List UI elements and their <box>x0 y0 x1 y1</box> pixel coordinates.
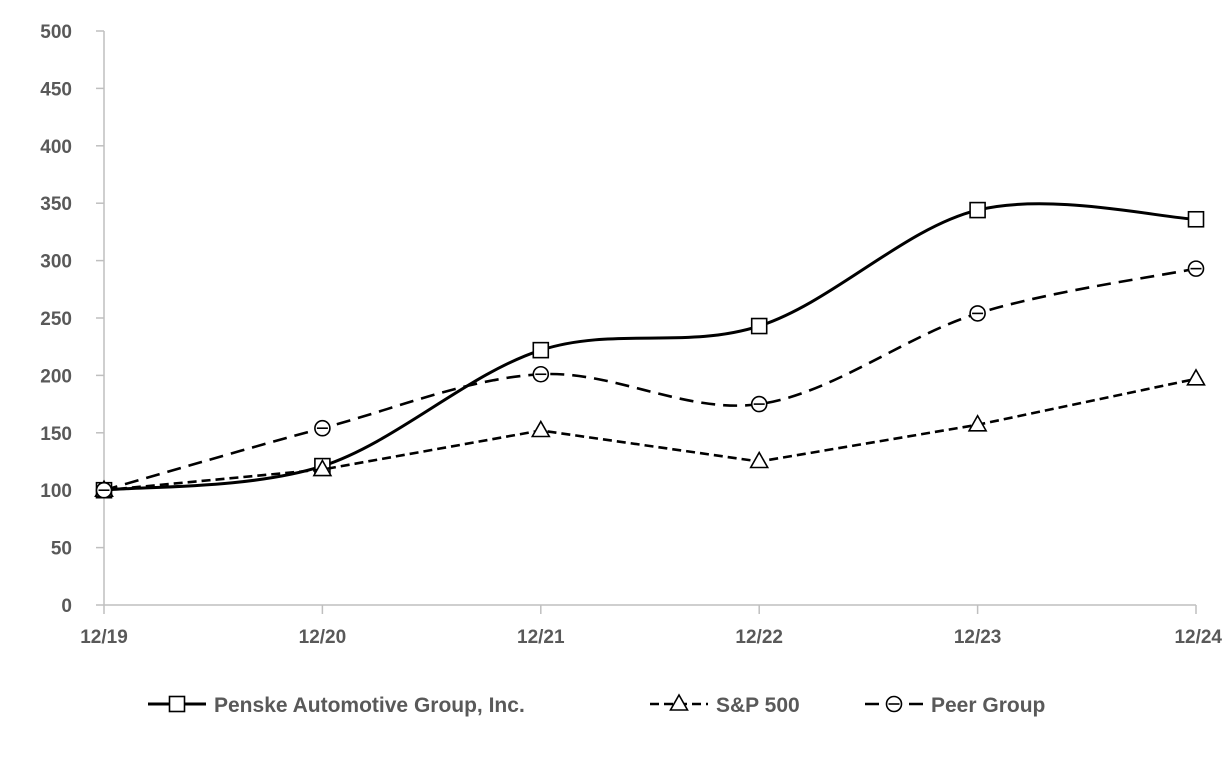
x-tick-label: 12/21 <box>517 627 565 648</box>
data-point-square <box>969 201 986 219</box>
data-point-triangle <box>749 450 770 469</box>
legend-entry: S&P 500 <box>650 693 800 717</box>
series-0 <box>95 201 1205 499</box>
data-point-square <box>1187 210 1205 228</box>
y-tick-label: 400 <box>40 137 72 158</box>
y-tick-label: 300 <box>40 252 72 273</box>
x-tick-label: 12/19 <box>80 627 128 648</box>
y-axis-ticks: 0 50 100 150 200 250 300 350 400 450 500 <box>40 22 104 617</box>
legend-marker-square <box>168 695 186 713</box>
series-line <box>103 377 1197 492</box>
legend-label: S&P 500 <box>716 694 800 717</box>
chart-axes <box>103 31 1196 606</box>
x-tick-label: 12/22 <box>735 627 783 648</box>
data-point-triangle <box>967 414 988 432</box>
legend: Penske Automotive Group, Inc. S&P 500 Peer… <box>148 693 1045 717</box>
series-2 <box>95 260 1205 499</box>
legend-marker-triangle <box>669 693 689 711</box>
y-tick-label: 100 <box>40 481 72 502</box>
y-tick-label: 500 <box>40 22 72 43</box>
data-point-square <box>532 341 550 359</box>
y-tick-label: 350 <box>40 194 72 215</box>
y-tick-label: 200 <box>40 366 72 387</box>
legend-label: Peer Group <box>931 694 1045 717</box>
legend-entry: Penske Automotive Group, Inc. <box>148 694 525 717</box>
legend-entry: Peer Group <box>865 694 1045 717</box>
data-point-triangle <box>530 419 551 438</box>
y-tick-label: 150 <box>40 424 72 445</box>
y-tick-label: 250 <box>40 309 72 330</box>
y-tick-label: 0 <box>61 596 72 617</box>
x-tick-label: 12/20 <box>299 627 347 648</box>
y-tick-label: 450 <box>40 79 72 100</box>
data-point-triangle <box>312 458 333 477</box>
legend-label: Penske Automotive Group, Inc. <box>214 694 525 717</box>
chart-series <box>94 201 1206 499</box>
data-point-triangle <box>1186 368 1206 386</box>
series-line <box>103 267 1197 492</box>
y-tick-label: 50 <box>51 539 72 560</box>
x-tick-label: 12/23 <box>954 627 1002 648</box>
x-tick-label: 12/24 <box>1174 627 1222 648</box>
data-point-square <box>750 317 768 335</box>
x-axis-ticks: 12/19 12/20 12/21 12/22 12/23 12/24 <box>80 605 1222 648</box>
series-1 <box>94 368 1206 498</box>
